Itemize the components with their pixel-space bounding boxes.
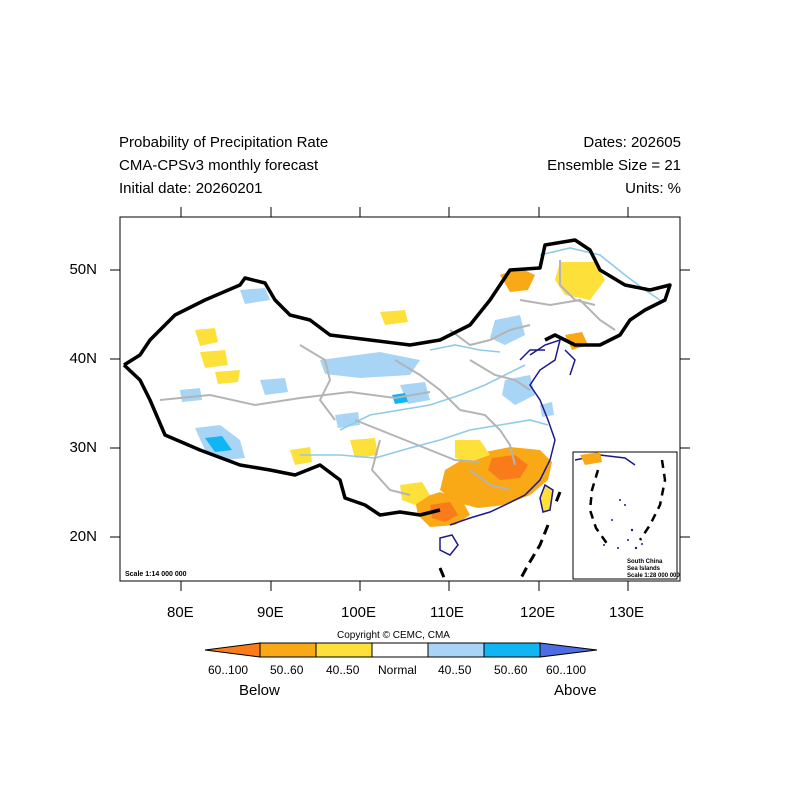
coast-bohai [519, 349, 545, 361]
island-hainan [439, 534, 459, 556]
river-amur [539, 247, 661, 301]
province-line-11 [469, 359, 531, 391]
patch-strong-below-1 [488, 455, 528, 480]
lon-label-80e: 80E [167, 604, 194, 621]
river-north [429, 344, 501, 353]
lon-label-90e: 90E [257, 604, 284, 621]
patch-weak-below-c [215, 370, 240, 384]
lat-label-40n: 40N [69, 350, 97, 367]
national-border [122, 238, 672, 517]
patch-above-tw [540, 402, 554, 417]
province-line-7 [449, 324, 531, 347]
lon-label-120e: 120E [520, 604, 556, 621]
legend-label-4: Normal [378, 663, 417, 677]
legend-label-5: 40..50 [438, 663, 472, 677]
legend-above-label: Above [554, 682, 597, 699]
lon-label-130e: 130E [609, 604, 645, 621]
province-line-2 [299, 344, 336, 421]
legend-label-7: 60..100 [546, 663, 587, 677]
patch-strong-below-2 [430, 502, 458, 522]
legend-swatch-3 [315, 642, 373, 658]
patch-weak-below-tibet [290, 447, 312, 465]
dates-label: Dates: 202605 [583, 134, 681, 151]
patch-above-c4 [502, 375, 535, 405]
inset-label-line-1: South China [627, 559, 663, 565]
lat-label-50n: 50N [69, 261, 97, 278]
legend-swatch-5 [427, 642, 485, 658]
province-line-10 [469, 469, 511, 491]
patch-weak-below-ne [555, 262, 605, 300]
legend-bar [204, 642, 598, 658]
legend-swatch-2 [259, 642, 317, 658]
probability-patches [180, 262, 605, 527]
ensemble-size-label: Ensemble Size = 21 [547, 157, 681, 174]
patch-above-c2 [400, 382, 430, 404]
patch-above-nw [240, 288, 270, 304]
inset-frame [572, 451, 678, 580]
legend-swatch-6 [483, 642, 541, 658]
inset-islands [603, 499, 643, 550]
rivers [300, 247, 661, 459]
patch-weak-below-sw [350, 438, 378, 458]
south-china-sea-inset [572, 451, 678, 580]
patch-above-t2 [180, 388, 202, 402]
patch-weak-below-nw [195, 328, 218, 346]
inset-label-line-2: Sea Islands [627, 566, 661, 572]
legend-swatch-1 [204, 642, 261, 658]
axis-ticks [110, 207, 690, 591]
province-line-3 [394, 359, 461, 411]
inset-dashes [588, 459, 667, 546]
lat-label-30n: 30N [69, 439, 97, 456]
legend-below-label: Below [239, 682, 280, 699]
units-label: Units: % [625, 180, 681, 197]
lon-label-100e: 100E [341, 604, 377, 621]
province-line-4 [354, 419, 481, 463]
map-frame [119, 216, 681, 582]
copyright-notice: Copyright © CEMC, CMA [337, 630, 450, 641]
province-line-8 [519, 298, 616, 331]
island-taiwan [539, 483, 554, 513]
inset-label-line-3: Scale 1:28 000 000 [627, 573, 680, 579]
river-yangtze [300, 419, 549, 459]
province-line-9 [559, 260, 596, 306]
legend-label-2: 50..60 [270, 663, 304, 677]
province-boundaries [159, 260, 616, 496]
patch-weak-below-se [455, 440, 490, 462]
patch-above-w2 [260, 378, 288, 395]
patch-weak-below-w [200, 350, 228, 368]
legend-swatch-7 [539, 642, 598, 658]
title-line-3: Initial date: 20260201 [119, 180, 263, 197]
title-line-2: CMA-CPSv3 monthly forecast [119, 157, 319, 174]
patch-weak-below-n [380, 310, 408, 325]
maritime-boundary [438, 491, 562, 581]
map-scale-label: Scale 1:14 000 000 [125, 571, 187, 578]
patch-above-central [320, 352, 420, 378]
province-line-5 [459, 409, 516, 466]
legend-label-6: 50..60 [494, 663, 528, 677]
province-line-1 [159, 390, 431, 407]
inset-patch [580, 452, 602, 465]
patch-above-c3 [490, 315, 525, 345]
coastline [439, 338, 576, 556]
legend-swatch-4 [371, 642, 429, 658]
legend-label-3: 40..50 [326, 663, 360, 677]
lon-label-110e: 110E [430, 604, 464, 621]
patch-above-west-strong [205, 436, 232, 452]
province-line-6 [370, 439, 411, 496]
lat-label-20n: 20N [69, 528, 97, 545]
korea-coast [564, 349, 576, 376]
legend-label-1: 60..100 [208, 663, 249, 677]
title-line-1: Probability of Precipitation Rate [119, 134, 329, 151]
patch-weak-below-s [400, 482, 430, 505]
coast-east [449, 338, 562, 526]
